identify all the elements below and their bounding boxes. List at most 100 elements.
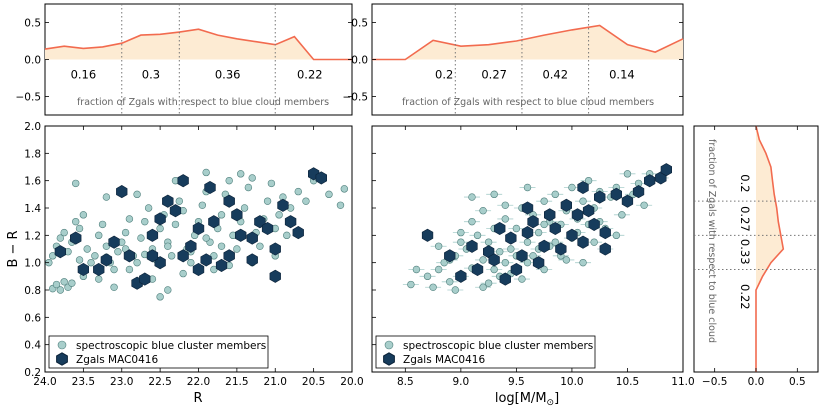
ytick-label: −0.5 (16, 92, 42, 104)
top-left-fraction-note: fraction of Zgals with respect to blue c… (77, 97, 329, 108)
top-mid-fraction-value: 0.42 (542, 68, 568, 82)
ytick-label: 1.4 (24, 203, 41, 215)
ytick-label: 0.6 (24, 312, 41, 324)
zgal-point (123, 249, 136, 263)
ytick-label: 1.2 (24, 230, 41, 242)
spec-member-point (48, 252, 57, 260)
spec-member-point (640, 201, 648, 209)
spec-member-point (540, 220, 548, 229)
zgal-point (527, 215, 539, 229)
zgal-point (235, 228, 247, 242)
zgal-point (185, 239, 197, 253)
xtick-label: 0.5 (789, 376, 806, 388)
xtick-label: 11.0 (671, 376, 694, 388)
ytick-label: 0.4 (24, 340, 41, 352)
top-left-fraction-value: 0.3 (142, 68, 160, 82)
main-mid-legend-box (375, 335, 596, 369)
zgal-point (455, 269, 467, 283)
spec-member-point (71, 179, 80, 188)
main-mid-xlabel: log[M/M⊙] (495, 391, 559, 408)
ytick-label: 0.2 (24, 367, 41, 379)
main-left-legend-zgal-label: Zgals MAC0416 (76, 354, 158, 366)
spec-member-point (484, 238, 493, 246)
zgal-point (421, 228, 434, 242)
zgal-point (192, 221, 205, 236)
zgal-point (466, 239, 478, 253)
zgal-point (593, 190, 606, 204)
spec-member-point (75, 224, 84, 233)
spec-member-point (79, 211, 88, 219)
spec-member-point (340, 185, 349, 193)
spec-member-point (114, 248, 122, 256)
spec-member-point (507, 245, 515, 253)
spec-member-point (110, 265, 118, 274)
spec-member-point (523, 258, 532, 267)
spec-member-point (164, 286, 172, 294)
zgal-point (532, 256, 545, 270)
right-side-fraction-value: 0.27 (738, 206, 752, 232)
top-left-fraction-value: 0.36 (215, 68, 241, 82)
spec-member-point (233, 245, 241, 253)
spec-member-point (95, 275, 103, 283)
spec-member-point (156, 293, 164, 301)
spec-member-point (179, 269, 187, 278)
main-left-legend-spec-marker (57, 340, 67, 350)
right-side-fraction-fill (756, 126, 784, 372)
spec-member-point (584, 176, 593, 185)
spec-member-point (240, 204, 249, 212)
spec-member-point (523, 238, 532, 246)
zgal-point (192, 262, 205, 277)
xtick-label: 10.5 (616, 376, 639, 388)
spec-member-point (540, 265, 548, 274)
spec-member-point (56, 234, 65, 242)
spec-member-point (175, 197, 184, 205)
zgal-point (610, 187, 623, 201)
top-left-fraction-line (44, 28, 352, 61)
zgal-point (108, 235, 120, 249)
spec-member-point (479, 283, 487, 291)
spec-member-point (496, 248, 504, 256)
spec-member-point (75, 256, 84, 264)
spec-member-point (71, 217, 80, 226)
spec-member-point (167, 252, 176, 260)
spec-member-point (164, 242, 172, 250)
main-left-frame (44, 125, 353, 373)
main-left-scatter-panel: 24.0 23.5 23.0 22.5 22.0 21.5 21.0 20.5 20.0 2.0 1… (6, 121, 364, 406)
zgal-point (139, 272, 151, 286)
spec-member-point (52, 280, 61, 289)
spec-member-point (457, 228, 465, 237)
zgal-point (116, 185, 128, 199)
zgal-point (599, 226, 611, 240)
zgal-point (269, 269, 281, 283)
spec-member-point (156, 224, 164, 233)
spec-member-point (473, 231, 482, 240)
spec-member-point (501, 201, 509, 209)
ytick-label: 1.6 (24, 176, 41, 188)
zgal-point (169, 204, 182, 218)
xtick-label: 8.5 (397, 376, 414, 388)
spec-member-point (429, 283, 437, 291)
spec-member-point (202, 234, 210, 242)
spec-member-point (198, 201, 207, 209)
zgal-point (246, 253, 258, 267)
ytick-label: 0.0 (351, 55, 368, 67)
zgal-point (223, 194, 235, 208)
spec-member-point (434, 242, 443, 250)
spec-member-point (562, 256, 571, 264)
zgal-point (632, 185, 645, 199)
zgal-point (215, 258, 228, 272)
zgal-point (444, 249, 456, 263)
spec-member-point (457, 238, 465, 246)
main-left-legend-zgal-marker (56, 352, 68, 366)
spec-member-point (540, 197, 548, 205)
spec-member-point (294, 187, 302, 196)
top-left-fraction-panel: 0.5 0.0 −0.5 0.16 0.3 0.36 0.22 fraction of Z… (16, 3, 353, 116)
zgal-point (269, 242, 281, 256)
zgal-point (261, 221, 274, 236)
spec-member-point (210, 252, 218, 260)
zgal-point (571, 208, 584, 222)
zgal-point (521, 201, 534, 215)
zgal-point (549, 221, 561, 236)
spec-member-point (490, 265, 498, 274)
spec-member-point (434, 265, 443, 274)
